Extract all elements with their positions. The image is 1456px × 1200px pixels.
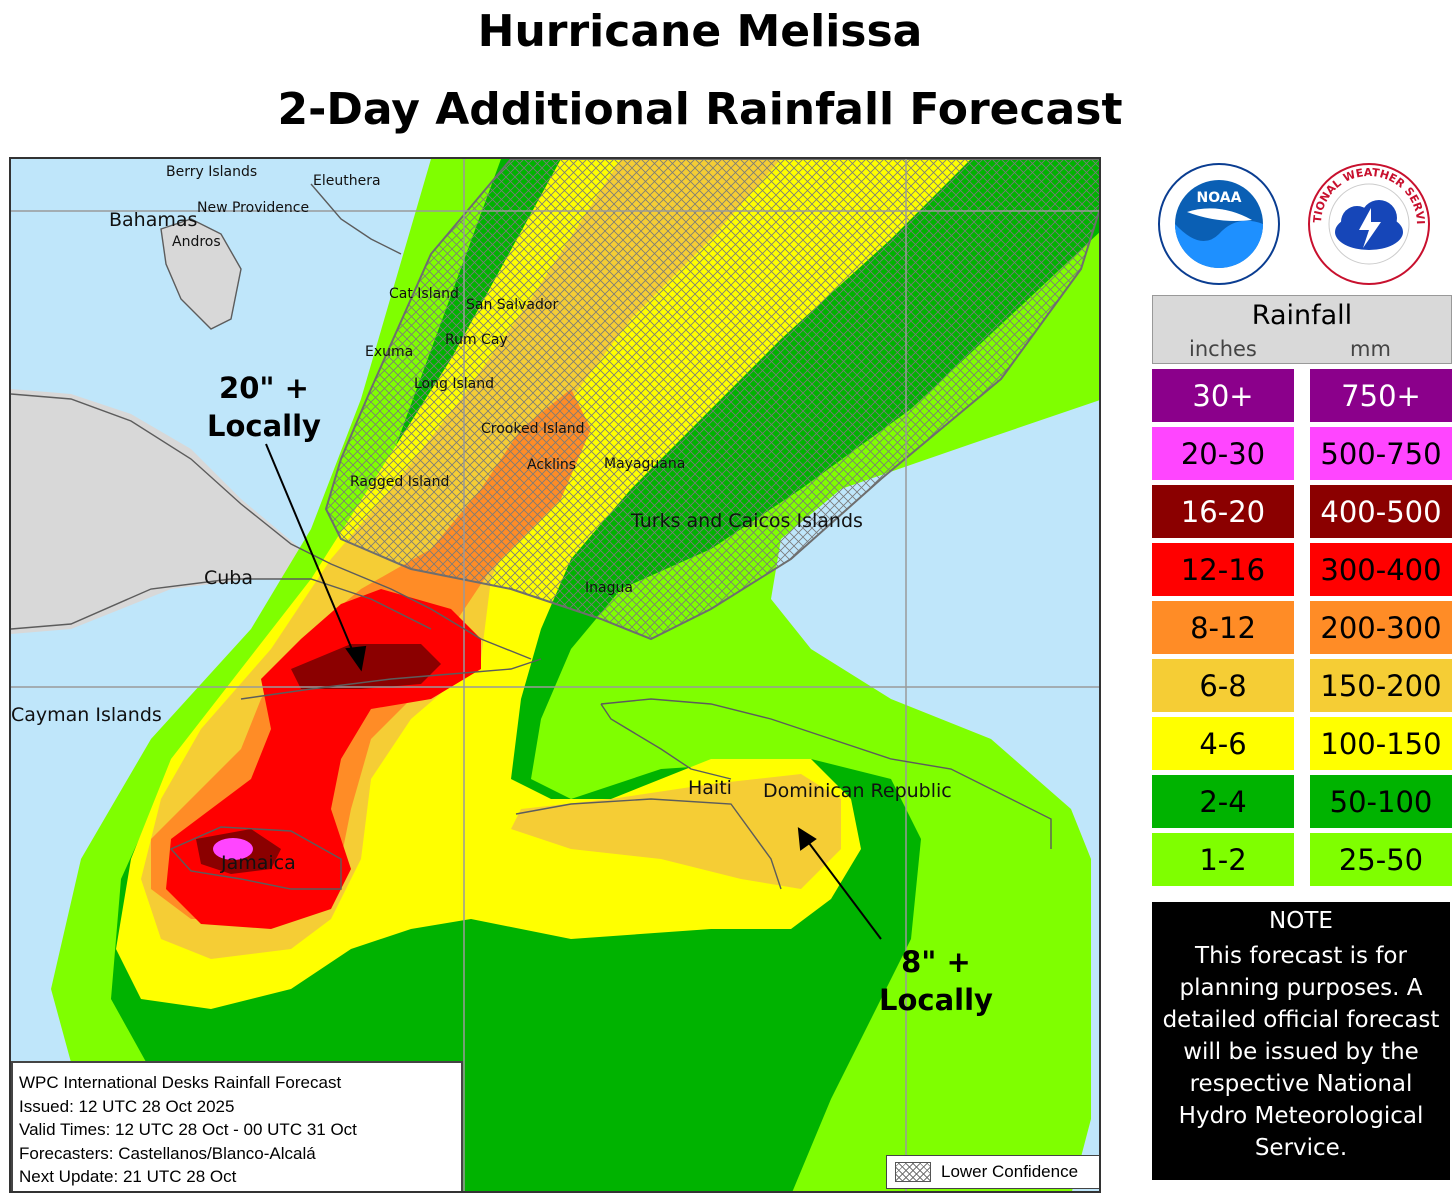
title-line-1: Hurricane Melissa <box>477 6 923 57</box>
legend-cell-inches: 4-6 <box>1152 717 1294 770</box>
legend-cell-mm: 50-100 <box>1310 775 1452 828</box>
note-body: This forecast is for planning purposes. … <box>1162 943 1440 1161</box>
info-line-1: WPC International Desks Rainfall Forecas… <box>19 1073 342 1092</box>
legend-cell-mm: 150-200 <box>1310 659 1452 712</box>
label-haiti: Haiti <box>688 777 732 799</box>
label-berry-islands: Berry Islands <box>166 164 258 180</box>
hatch-swatch-icon <box>895 1162 931 1182</box>
label-eleuthera: Eleuthera <box>313 173 381 189</box>
note-box: NOTE This forecast is for planning purpo… <box>1152 902 1450 1180</box>
callout-cuba: 20" + Locally <box>207 369 321 445</box>
label-crooked-island: Crooked Island <box>481 421 585 437</box>
label-mayaguana: Mayaguana <box>604 456 686 472</box>
nws-logo: NATIONAL WEATHER SERVICE <box>1307 162 1430 285</box>
legend-row: 30+ 750+ <box>1152 369 1452 422</box>
cuba-land <box>11 389 331 634</box>
andros-land <box>161 219 241 329</box>
label-acklins: Acklins <box>527 457 577 473</box>
info-line-5: Next Update: 21 UTC 28 Oct <box>19 1167 237 1186</box>
legend-cell-mm: 300-400 <box>1310 543 1452 596</box>
label-jamaica: Jamaica <box>221 852 296 874</box>
legend-cell-inches: 30+ <box>1152 369 1294 422</box>
legend-header: Rainfall inches mm <box>1152 295 1452 364</box>
label-andros: Andros <box>172 234 221 250</box>
noaa-text: NOAA <box>1197 190 1242 206</box>
rainfall-map: Berry Islands Eleuthera Bahamas New Prov… <box>9 157 1101 1193</box>
legend-cell-inches: 12-16 <box>1152 543 1294 596</box>
label-inagua: Inagua <box>585 580 633 596</box>
legend-row: 16-20 400-500 <box>1152 485 1452 538</box>
lower-confidence-legend: Lower Confidence <box>886 1155 1099 1189</box>
label-cuba: Cuba <box>204 567 254 589</box>
label-ragged-island: Ragged Island <box>350 474 450 490</box>
legend-col-mm: mm <box>1350 337 1391 361</box>
info-line-2: Issued: 12 UTC 28 Oct 2025 <box>19 1096 235 1116</box>
label-exuma: Exuma <box>365 344 414 360</box>
map-canvas <box>11 159 1099 1191</box>
legend-cell-mm: 750+ <box>1310 369 1452 422</box>
legend-cell-mm: 200-300 <box>1310 601 1452 654</box>
callout-dr-line2: Locally <box>879 983 993 1017</box>
lower-confidence-label: Lower Confidence <box>941 1162 1079 1181</box>
title-line-2: 2-Day Additional Rainfall Forecast <box>277 84 1123 135</box>
legend-rows: 30+ 750+ 20-30 500-750 16-20 400-500 12-16 300-… <box>1152 369 1452 886</box>
callout-cuba-line1: 20" + <box>219 371 309 405</box>
coastlines <box>11 183 1052 890</box>
legend-title: Rainfall <box>1251 300 1353 331</box>
legend-cell-inches: 16-20 <box>1152 485 1294 538</box>
label-san-salvador: San Salvador <box>466 297 559 313</box>
legend-row: 1-2 25-50 <box>1152 833 1452 886</box>
label-dominican-republic: Dominican Republic <box>763 780 952 802</box>
rain-20-30 <box>213 838 253 860</box>
label-turks-caicos: Turks and Caicos Islands <box>631 510 863 532</box>
legend-cell-mm: 25-50 <box>1310 833 1452 886</box>
legend-row: 8-12 200-300 <box>1152 601 1452 654</box>
noaa-logo: NOAA <box>1158 163 1280 285</box>
legend-cell-inches: 20-30 <box>1152 427 1294 480</box>
callout-dr-line1: 8" + <box>901 945 971 979</box>
forecast-info-box: WPC International Desks Rainfall Forecas… <box>11 1061 463 1191</box>
info-line-3: Valid Times: 12 UTC 28 Oct - 00 UTC 31 O… <box>19 1120 357 1139</box>
legend-cell-inches: 1-2 <box>1152 833 1294 886</box>
label-cayman-islands: Cayman Islands <box>11 704 162 726</box>
callout-cuba-line2: Locally <box>207 409 321 443</box>
legend-col-inches: inches <box>1189 337 1257 361</box>
legend-row: 2-4 50-100 <box>1152 775 1452 828</box>
label-new-providence: New Providence <box>197 200 310 216</box>
label-bahamas: Bahamas <box>109 209 198 231</box>
graticule <box>11 159 1099 1191</box>
legend-cell-mm: 400-500 <box>1310 485 1452 538</box>
label-cat-island: Cat Island <box>389 286 459 302</box>
legend-row: 6-8 150-200 <box>1152 659 1452 712</box>
rainfall-legend: Rainfall inches mm 30+ 750+ 20-30 500-750 16… <box>1152 295 1452 886</box>
label-rum-cay: Rum Cay <box>445 332 508 348</box>
legend-cell-inches: 8-12 <box>1152 601 1294 654</box>
note-title: NOTE <box>1269 908 1333 934</box>
legend-row: 12-16 300-400 <box>1152 543 1452 596</box>
label-long-island: Long Island <box>414 376 494 392</box>
legend-cell-inches: 2-4 <box>1152 775 1294 828</box>
legend-cell-mm: 500-750 <box>1310 427 1452 480</box>
legend-row: 4-6 100-150 <box>1152 717 1452 770</box>
info-line-4: Forecasters: Castellanos/Blanco-Alcalá <box>19 1143 316 1163</box>
legend-cell-mm: 100-150 <box>1310 717 1452 770</box>
legend-cell-inches: 6-8 <box>1152 659 1294 712</box>
callout-dr: 8" + Locally <box>879 943 993 1019</box>
legend-row: 20-30 500-750 <box>1152 427 1452 480</box>
callout-arrows <box>265 443 882 940</box>
